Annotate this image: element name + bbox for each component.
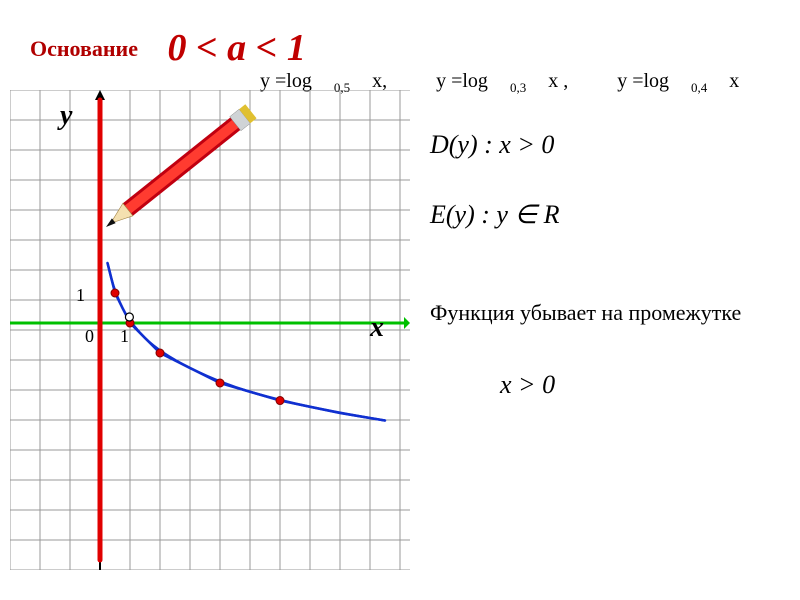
eq3-base: 0,4 xyxy=(691,80,707,95)
x-axis-label: х xyxy=(370,312,384,344)
log-chart xyxy=(10,90,410,570)
base-inequality: 0 < a < 1 xyxy=(168,27,306,69)
equation-3: у =log 0,4 х xyxy=(617,70,761,92)
eq1-post: х, xyxy=(372,70,387,92)
equation-2: у =log 0,3 х , xyxy=(436,70,595,92)
domain-text: D(y) : x > 0 xyxy=(430,130,554,160)
eq3-post: х xyxy=(729,70,739,92)
eq2-pre: у =log xyxy=(436,70,488,92)
header-line: Основание 0 < a < 1 xyxy=(30,22,306,66)
y-axis-label: у xyxy=(60,100,72,132)
range-expression: y ∈ R xyxy=(496,200,559,229)
eq2-base: 0,3 xyxy=(510,80,526,95)
range-prefix: E(y) : xyxy=(430,200,496,229)
one-x-label: 1 xyxy=(120,326,129,347)
base-word: Основание xyxy=(30,36,138,61)
eq1-pre: у =log xyxy=(260,70,312,92)
equation-1: у =log0,5х, xyxy=(260,70,414,92)
origin-label: 0 xyxy=(85,326,94,347)
eq2-post: х , xyxy=(548,70,568,92)
one-y-label: 1 xyxy=(76,285,85,306)
eq3-pre: у =log xyxy=(617,70,669,92)
interval-text: x > 0 xyxy=(500,370,555,400)
range-text: E(y) : y ∈ R xyxy=(430,200,559,230)
decreasing-text: Функция убывает на промежутке xyxy=(430,300,770,326)
